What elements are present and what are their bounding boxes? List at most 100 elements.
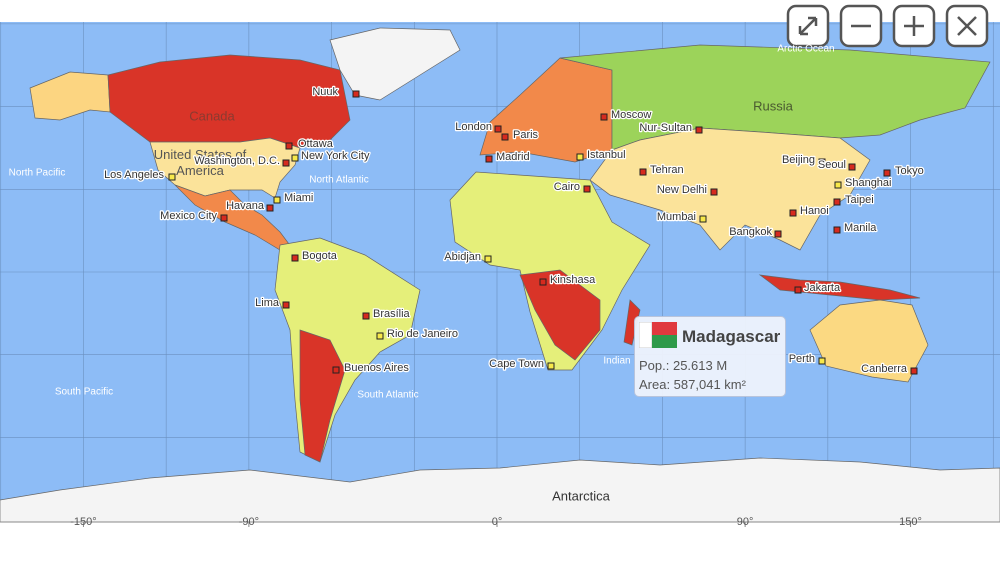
tick-label: -90° [239, 516, 259, 528]
city-marker [789, 209, 797, 217]
city-marker [883, 169, 891, 177]
canada [107, 54, 351, 149]
tick-label: 150° [899, 516, 922, 528]
city-marker [848, 163, 856, 171]
city-label: Rio de Janeiro [387, 328, 458, 340]
city-marker [818, 158, 826, 166]
alaska [29, 71, 111, 121]
city-label: Taipei [845, 194, 874, 206]
madagascar [623, 299, 641, 346]
central-africa [519, 269, 601, 361]
city-label: Moscow [611, 109, 651, 121]
ocean-label: North Pacific [9, 168, 66, 179]
city-label: Tehran [650, 164, 684, 176]
city-marker [282, 301, 290, 309]
city-label: Seoul [818, 159, 846, 171]
city-marker [600, 113, 608, 121]
city-marker [376, 332, 384, 340]
flag [639, 322, 677, 348]
argentina [299, 329, 346, 463]
city-label: Shanghai [845, 177, 892, 189]
city-marker [699, 215, 707, 223]
zoom-in-icon [904, 16, 924, 36]
city-label: Bogota [302, 250, 338, 262]
asia [589, 127, 871, 251]
ocean-label: South Atlantic [357, 390, 418, 401]
ocean-label: Indian [603, 356, 630, 367]
city-marker [220, 214, 228, 222]
city-label: Istanbul [587, 149, 626, 161]
city-marker [833, 198, 841, 206]
city-marker [818, 357, 826, 365]
city-label: Madrid [496, 151, 530, 163]
city-marker [695, 126, 703, 134]
tick-label: 90° [737, 516, 754, 528]
city-label: Nur-Sultan [639, 122, 692, 134]
city-marker [501, 133, 509, 141]
city-label: Paris [513, 129, 539, 141]
city-marker [485, 155, 493, 163]
city-marker [910, 367, 918, 375]
city-label: Lima [255, 297, 280, 309]
country-label: Canada [189, 108, 235, 123]
city-label: London [455, 121, 492, 133]
mexico [174, 184, 293, 251]
city-label: Buenos Aires [344, 362, 409, 374]
city-label: Canberra [861, 363, 908, 375]
close-icon [957, 16, 977, 36]
city-marker [291, 154, 299, 162]
city-marker [583, 185, 591, 193]
city-label: Abidjan [444, 251, 481, 263]
city-label: Cairo [554, 181, 580, 193]
city-label: Havana [226, 200, 265, 212]
city-marker [774, 230, 782, 238]
tick-label: -150° [70, 516, 96, 528]
tooltip-area: Area: 587,041 km² [639, 377, 746, 392]
city-marker [484, 255, 492, 263]
greenland [329, 27, 461, 101]
ocean-label: Arctic Ocean [777, 44, 834, 55]
city-marker [282, 159, 290, 167]
country-label: United States of America [153, 147, 247, 178]
city-marker [285, 142, 293, 150]
city-label: Cape Town [489, 358, 544, 370]
city-marker [352, 90, 360, 98]
city-label: New Delhi [657, 184, 707, 196]
city-marker [494, 125, 502, 133]
zoom-fit-icon [798, 16, 818, 36]
tooltip: Madagascar Pop.: 25.613 M Area: 587,041 … [634, 316, 786, 397]
city-marker [291, 254, 299, 262]
city-marker [794, 286, 802, 294]
australia [809, 299, 929, 383]
city-marker [547, 362, 555, 370]
city-label: Kinshasa [550, 274, 596, 286]
tooltip-population: Pop.: 25.613 M [639, 358, 728, 373]
country-label: Russia [753, 98, 794, 113]
city-label: Miami [284, 192, 313, 204]
controls [786, 4, 989, 48]
city-label: Tokyo [895, 165, 924, 177]
city-label: Los Angeles [104, 169, 164, 181]
city-label: Washington, D.C. [194, 155, 280, 167]
city-marker [332, 366, 340, 374]
city-label: Nuuk [312, 86, 338, 98]
city-label: Brasília [373, 308, 411, 320]
city-label: Bangkok [729, 226, 772, 238]
city-marker [576, 153, 584, 161]
antarctica [0, 457, 1000, 523]
city-marker [834, 181, 842, 189]
city-label: Perth [789, 353, 815, 365]
city-marker [539, 278, 547, 286]
tooltip-title: Madagascar [682, 327, 781, 346]
city-label: Manila [844, 222, 877, 234]
ocean-label: North Atlantic [309, 175, 368, 186]
city-marker [710, 188, 718, 196]
tick-label: 0° [492, 516, 503, 528]
city-label: Ottawa [298, 138, 334, 150]
city-label: Jakarta [804, 282, 841, 294]
city-marker [362, 312, 370, 320]
city-label: Mexico City [160, 210, 217, 222]
city-marker [273, 196, 281, 204]
